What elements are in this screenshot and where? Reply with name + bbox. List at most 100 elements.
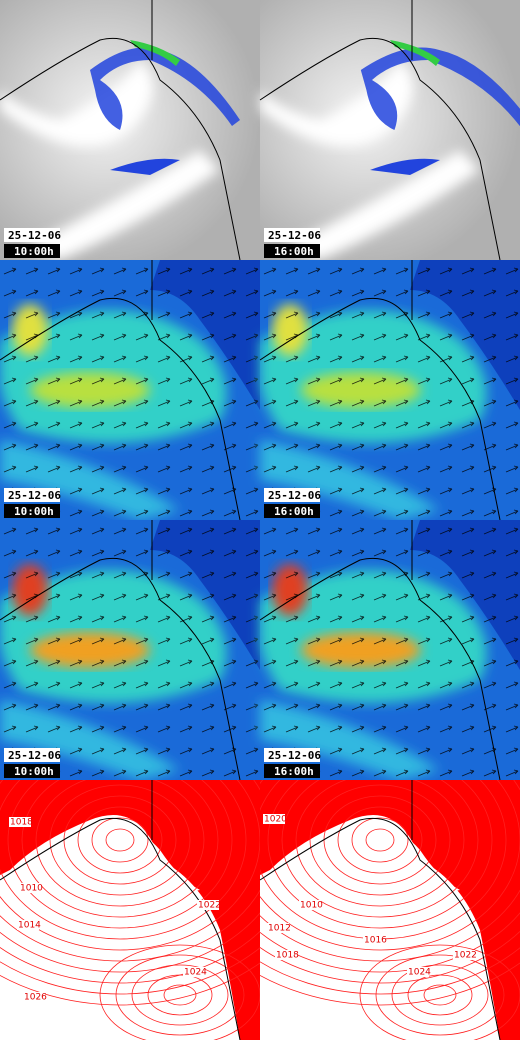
date-box (264, 748, 320, 762)
precip (370, 158, 440, 175)
isobar-label: 1010 (300, 901, 323, 911)
isobar (391, 964, 489, 1026)
isobar (260, 930, 520, 984)
date-box (264, 488, 320, 502)
isobar (0, 912, 260, 973)
isobar-label: 1014 (18, 921, 41, 931)
coastline (259, 557, 501, 781)
date-box (264, 228, 320, 242)
coastline (259, 297, 501, 521)
date-label: 25-12-06 (8, 749, 61, 762)
isobar-label: 1010 (20, 884, 43, 894)
precip (110, 158, 180, 175)
time-box (4, 764, 60, 778)
isobar (337, 806, 423, 874)
wind-arrows (0, 260, 260, 520)
isobar (77, 806, 163, 874)
isobar (351, 817, 409, 863)
isobar-label-bg (363, 935, 385, 945)
isobar-label-bg (407, 967, 429, 977)
isobar-label: 1018 (276, 951, 299, 961)
time-label: 10:00h (14, 505, 54, 518)
isobar (281, 780, 479, 918)
isobar (147, 974, 213, 1016)
isobar-label: 1024 (408, 968, 431, 978)
isobar-label-bg (299, 900, 321, 910)
map-panel (0, 260, 260, 521)
land (260, 780, 520, 1040)
isobar (115, 954, 245, 1036)
isobar (0, 930, 260, 984)
coastline (259, 817, 501, 1040)
time-box (4, 504, 60, 518)
date-label: 25-12-06 (268, 749, 321, 762)
isobar (35, 780, 205, 907)
isobar-label: 1020 (264, 815, 287, 825)
isobar (260, 780, 520, 951)
isobar (260, 912, 520, 973)
wind-arrows (0, 520, 260, 780)
isobar (0, 780, 260, 951)
time-label: 10:00h (14, 245, 54, 258)
isobar (49, 784, 191, 896)
coastline (0, 297, 241, 521)
isobar-label-bg (263, 814, 285, 824)
isobar (21, 780, 219, 918)
map-panel (0, 0, 260, 261)
isobar (260, 947, 520, 995)
isobar (423, 984, 457, 1006)
precip (90, 47, 240, 130)
coastline (0, 37, 241, 261)
isobar-label: 1024 (184, 968, 207, 978)
isobar-label-bg (23, 992, 45, 1002)
isobar (260, 780, 520, 962)
precip (130, 40, 180, 66)
isobar (295, 780, 465, 907)
isobar (365, 828, 395, 852)
isobar (91, 817, 149, 863)
map-panel (259, 260, 520, 521)
date-box (4, 748, 60, 762)
date-box (4, 228, 60, 242)
coastline (259, 37, 501, 261)
land (0, 780, 260, 1040)
isobar (309, 784, 451, 896)
date-label: 25-12-06 (8, 229, 61, 242)
time-box (4, 244, 60, 258)
isobar (0, 780, 260, 962)
time-label: 16:00h (274, 505, 314, 518)
isobar (7, 780, 233, 929)
isobar-label-bg (267, 923, 289, 933)
wind-arrows (260, 520, 520, 780)
time-label: 10:00h (14, 765, 54, 778)
wind-arrows (260, 260, 520, 520)
isobar (359, 944, 520, 1040)
date-label: 25-12-06 (268, 489, 321, 502)
isobar-label-bg (197, 900, 219, 910)
time-box (264, 504, 320, 518)
precip (360, 47, 520, 130)
map-panel (259, 0, 520, 261)
date-label: 25-12-06 (268, 229, 321, 242)
isobar-label: 1026 (24, 993, 47, 1003)
isobar-label: 1016 (364, 936, 387, 946)
map-panel (259, 520, 520, 781)
isobar (105, 828, 135, 852)
isobar-label-bg (17, 920, 39, 930)
isobar-label: 1022 (198, 901, 221, 911)
cloud-band (280, 150, 480, 260)
time-box (264, 764, 320, 778)
time-label: 16:00h (274, 245, 314, 258)
isobar (163, 984, 197, 1006)
isobar (0, 947, 260, 995)
labels: 25-12-06 10:00h 25-12-06 16:00h 25-12-06 10:0… (4, 228, 477, 1003)
cloud-band (260, 60, 413, 146)
cloud-band (20, 150, 220, 260)
isobar-label-bg (9, 817, 31, 827)
isobar-label-bg (453, 950, 475, 960)
precip (390, 40, 440, 66)
time-box (264, 244, 320, 258)
isobar (260, 962, 520, 1006)
